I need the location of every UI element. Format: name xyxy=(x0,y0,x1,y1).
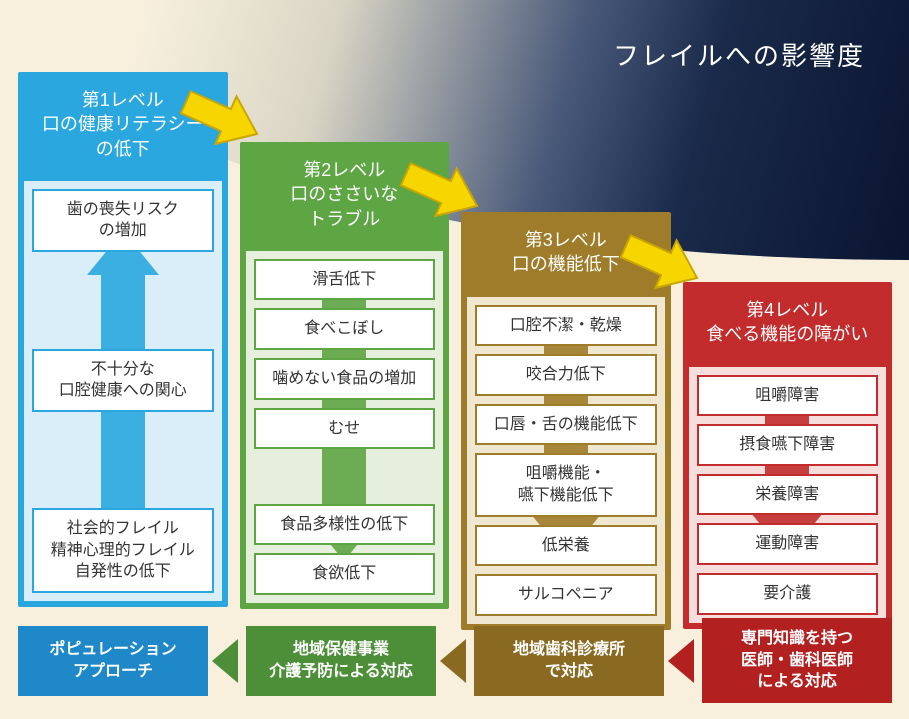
item-box: 運動障害 xyxy=(697,523,879,565)
item-box: 栄養障害 xyxy=(697,474,879,516)
bottom-box-c1: ポピュレーションアプローチ xyxy=(18,626,208,696)
item-box: むせ xyxy=(254,408,436,450)
item-box: 滑舌低下 xyxy=(254,259,436,301)
item-box: 噛めない食品の増加 xyxy=(254,358,436,400)
column-body: 口腔不潔・乾燥咬合力低下口唇・舌の機能低下咀嚼機能・嚥下機能低下低栄養サルコペニ… xyxy=(467,297,665,624)
item-box: 口腔不潔・乾燥 xyxy=(475,305,657,347)
column-body: 滑舌低下食べこぼし噛めない食品の増加むせ食品多様性の低下食欲低下 xyxy=(246,251,444,603)
columns-container: 第1レベル口の健康リテラシーの低下歯の喪失リスクの増加不十分な口腔健康への関心社… xyxy=(18,72,892,630)
column-body: 歯の喪失リスクの増加不十分な口腔健康への関心社会的フレイル精神心理的フレイル自発… xyxy=(24,181,222,601)
item-box: 歯の喪失リスクの増加 xyxy=(32,189,214,252)
bottom-box-c3: 地域歯科診療所で対応 xyxy=(474,626,664,696)
bottom-row: ポピュレーションアプローチ地域保健事業介護予防による対応地域歯科診療所で対応専門… xyxy=(18,618,892,703)
column-header: 第3レベル口の機能低下 xyxy=(467,218,665,291)
item-box: サルコペニア xyxy=(475,574,657,616)
column-c2: 第2レベル口のささいなトラブル滑舌低下食べこぼし噛めない食品の増加むせ食品多様性… xyxy=(240,142,450,609)
bottom-box-c4: 専門知識を持つ医師・歯科医師による対応 xyxy=(702,618,892,703)
column-c3: 第3レベル口の機能低下口腔不潔・乾燥咬合力低下口唇・舌の機能低下咀嚼機能・嚥下機… xyxy=(461,212,671,630)
column-c1: 第1レベル口の健康リテラシーの低下歯の喪失リスクの増加不十分な口腔健康への関心社… xyxy=(18,72,228,607)
bottom-flow-arrow-icon xyxy=(668,639,694,683)
column-body: 咀嚼障害摂食嚥下障害栄養障害運動障害要介護 xyxy=(689,367,887,623)
item-box: 不十分な口腔健康への関心 xyxy=(32,349,214,412)
column-header: 第2レベル口のささいなトラブル xyxy=(246,148,444,245)
column-header: 第1レベル口の健康リテラシーの低下 xyxy=(24,78,222,175)
item-box: 咀嚼障害 xyxy=(697,375,879,417)
column-header: 第4レベル食べる機能の障がい xyxy=(689,288,887,361)
item-box: 口唇・舌の機能低下 xyxy=(475,404,657,446)
item-box: 食品多様性の低下 xyxy=(254,504,436,546)
item-box: 食欲低下 xyxy=(254,553,436,595)
item-box: 摂食嚥下障害 xyxy=(697,424,879,466)
bottom-flow-arrow-icon xyxy=(212,639,238,683)
bottom-flow-arrow-icon xyxy=(440,639,466,683)
column-c4: 第4レベル食べる機能の障がい咀嚼障害摂食嚥下障害栄養障害運動障害要介護 xyxy=(683,282,893,629)
item-box: 低栄養 xyxy=(475,525,657,567)
item-box: 食べこぼし xyxy=(254,308,436,350)
item-box: 社会的フレイル精神心理的フレイル自発性の低下 xyxy=(32,508,214,593)
item-box: 咀嚼機能・嚥下機能低下 xyxy=(475,453,657,516)
header-title: フレイルへの影響度 xyxy=(613,36,865,73)
item-box: 咬合力低下 xyxy=(475,354,657,396)
bottom-box-c2: 地域保健事業介護予防による対応 xyxy=(246,626,436,696)
item-box: 要介護 xyxy=(697,573,879,615)
